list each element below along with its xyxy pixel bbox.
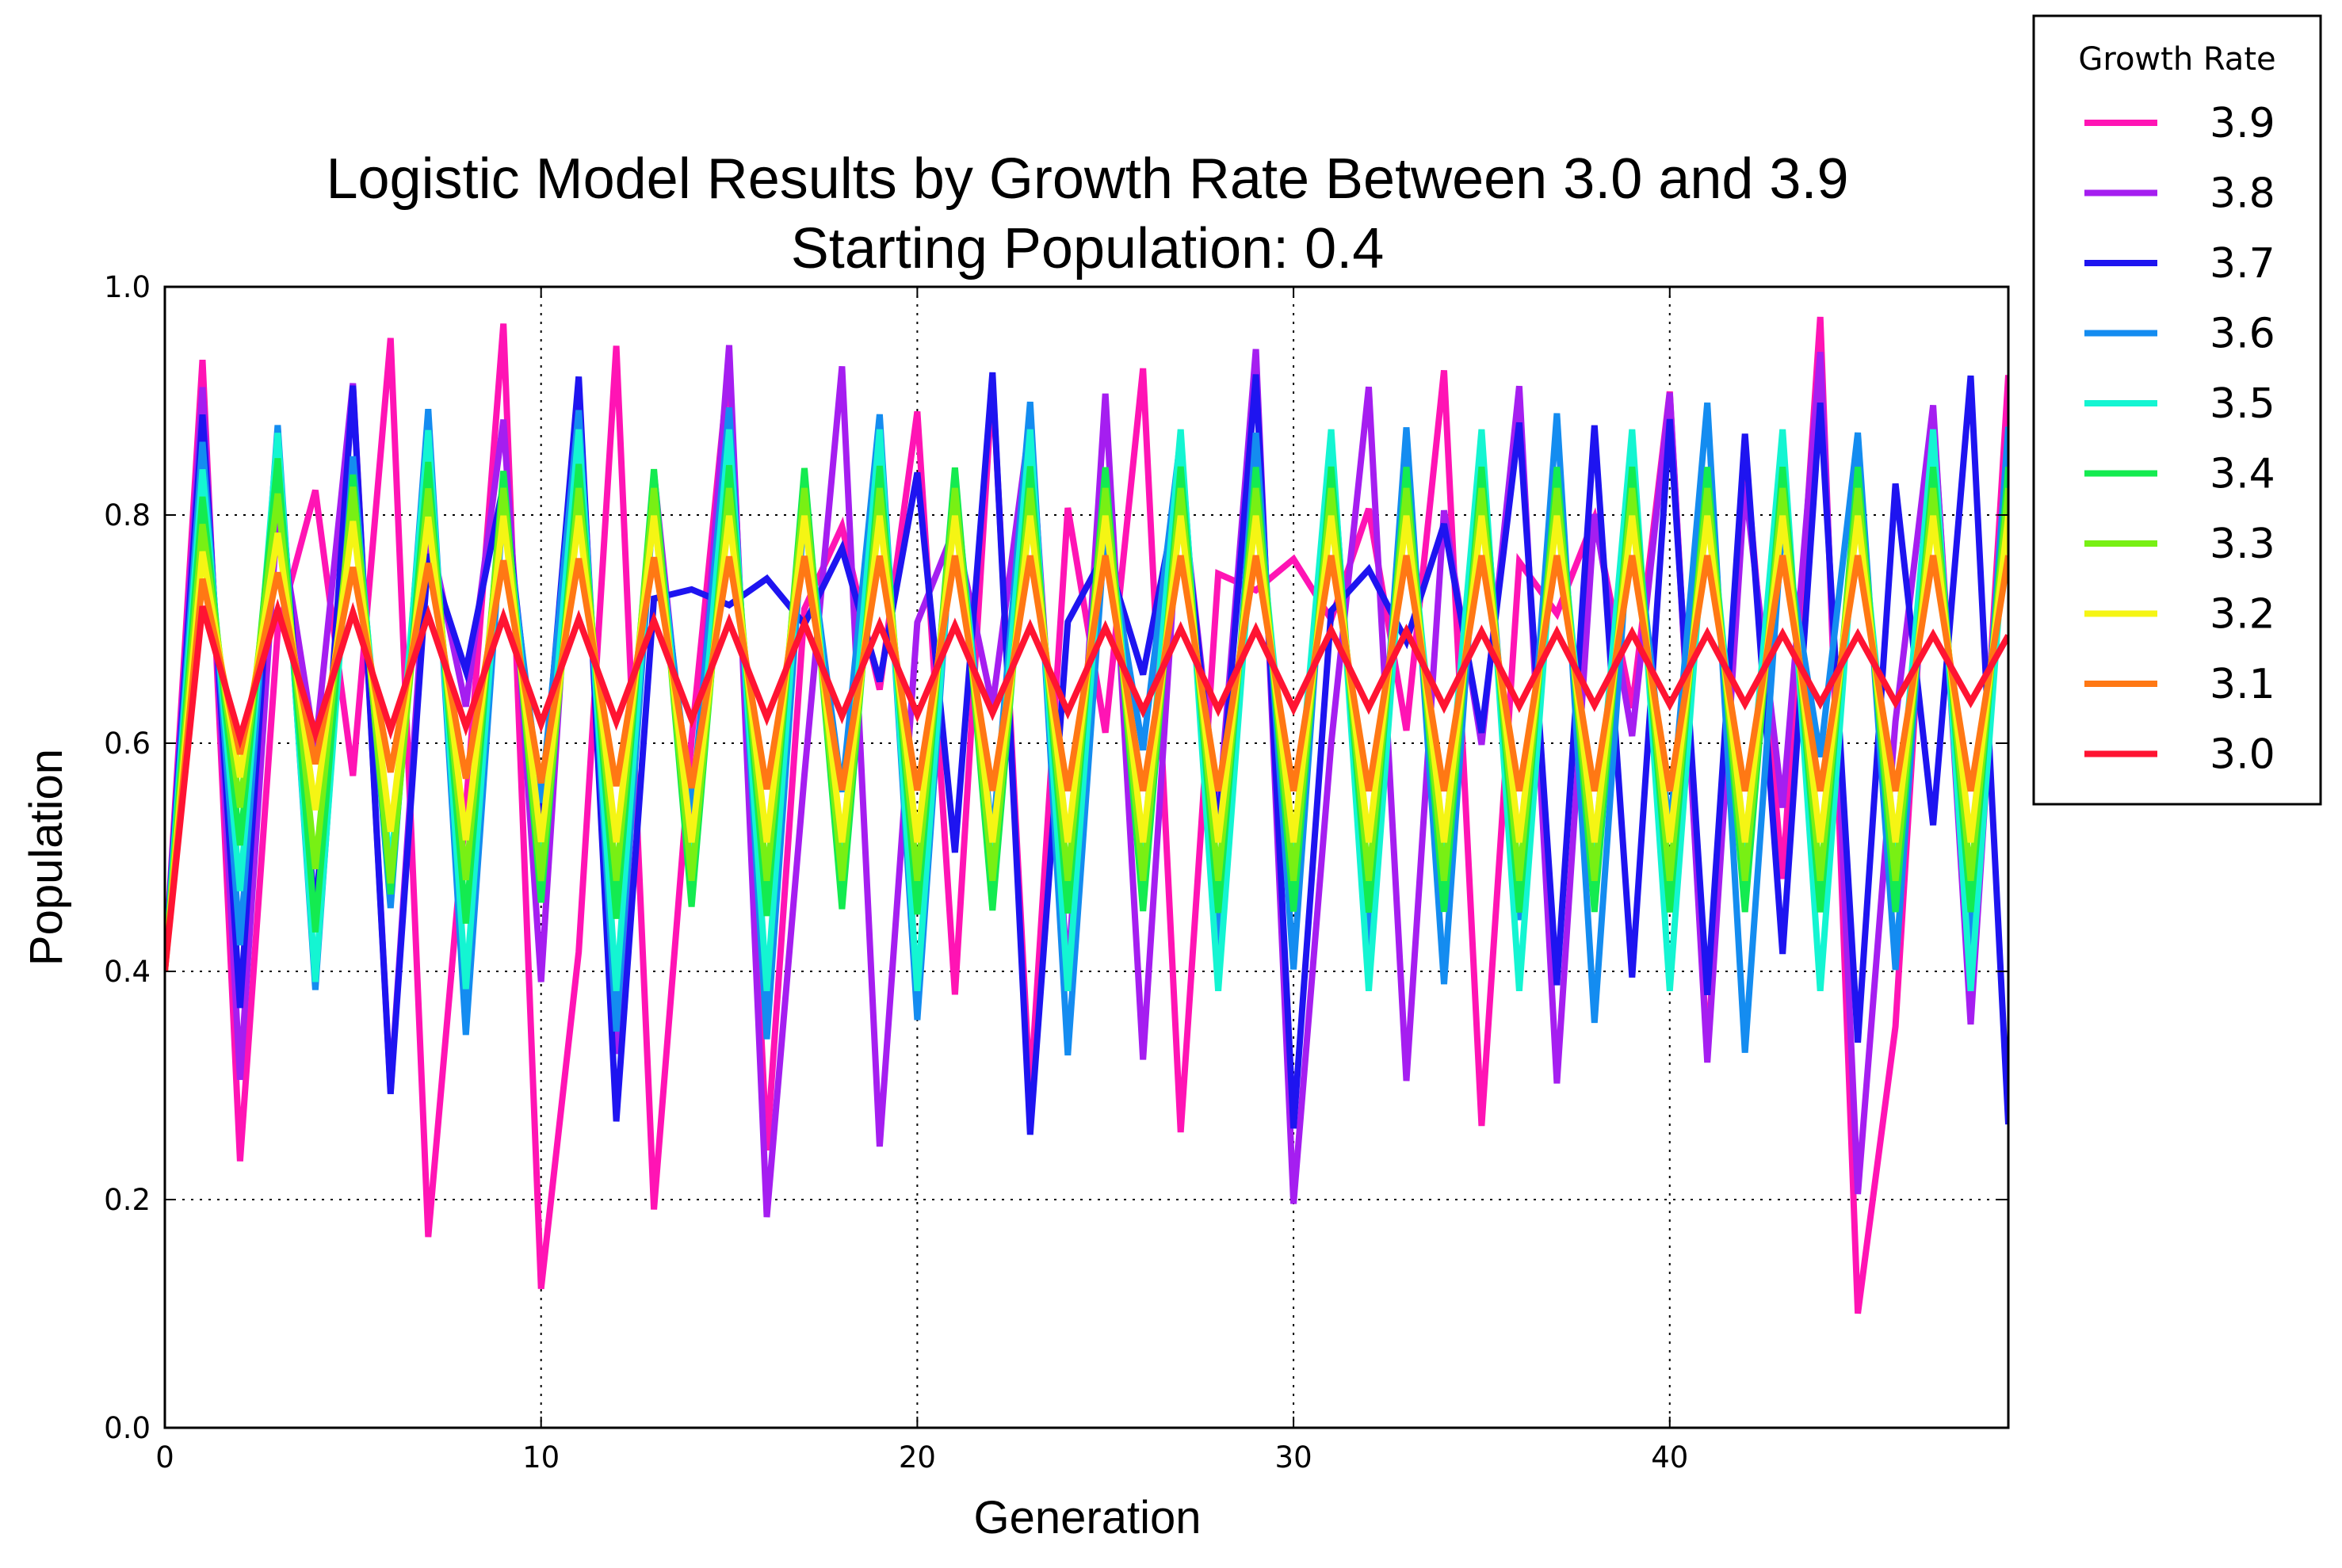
- legend-box: [2032, 14, 2322, 806]
- series-line-3.0: [165, 598, 2008, 972]
- x-tick-label: 40: [1651, 1440, 1688, 1475]
- y-axis: 0.0 0.2 0.4 0.6 0.8 1.0: [104, 270, 2008, 1445]
- y-tick-label: 1.0: [104, 270, 151, 304]
- legend-title: Growth Rate: [2078, 41, 2275, 78]
- y-tick-label: 0.2: [104, 1183, 151, 1217]
- legend-label-3.2: 3.2: [2210, 591, 2275, 639]
- legend-label-3.9: 3.9: [2210, 100, 2275, 147]
- legend-items: 3.9 3.8 3.7 3.6 3.5 3.4 3.3 3.2 3.1 3.0: [2084, 100, 2275, 779]
- legend: Growth Rate 3.93.83.73.63.53.43.33.23.13…: [2032, 14, 2322, 806]
- x-tick-label: 0: [155, 1440, 174, 1475]
- plot-frame: [163, 285, 2010, 1429]
- y-tick-label: 0.0: [104, 1411, 151, 1445]
- legend-label-3.1: 3.1: [2210, 661, 2275, 708]
- x-axis: 0 10 20 30 40: [155, 287, 1688, 1475]
- legend-label-3.5: 3.5: [2210, 380, 2275, 428]
- x-tick-label: 10: [522, 1440, 560, 1475]
- x-tick-label: 30: [1275, 1440, 1312, 1475]
- legend-label-3.8: 3.8: [2210, 170, 2275, 218]
- y-tick-label: 0.6: [104, 727, 151, 761]
- y-tick-label: 0.8: [104, 498, 151, 532]
- x-tick-label: 20: [899, 1440, 936, 1475]
- legend-label-3.7: 3.7: [2210, 240, 2275, 288]
- legend-label-3.6: 3.6: [2210, 311, 2275, 358]
- y-axis-label: Population: [21, 749, 72, 966]
- chart-subtitle: Starting Population: 0.4: [791, 217, 1385, 280]
- x-axis-label: Generation: [974, 1492, 1202, 1543]
- legend-label-3.3: 3.3: [2210, 521, 2275, 568]
- plot-area: [165, 316, 2008, 1314]
- legend-label-3.0: 3.0: [2210, 731, 2275, 779]
- legend-label-3.4: 3.4: [2210, 451, 2275, 498]
- y-tick-label: 0.4: [104, 955, 151, 989]
- series-lines: [165, 316, 2008, 1314]
- series-line-3.7: [165, 372, 2008, 1135]
- chart-title: Logistic Model Results by Growth Rate Be…: [326, 147, 1848, 211]
